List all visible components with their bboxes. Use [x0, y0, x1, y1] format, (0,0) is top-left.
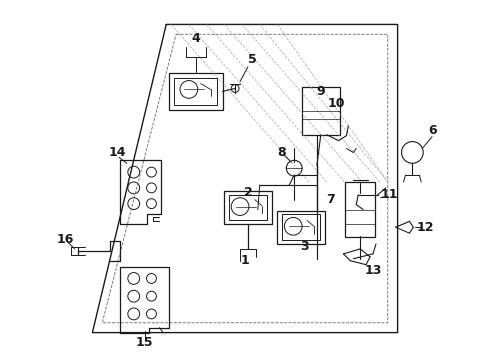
Bar	[169, 73, 223, 110]
Text: 10: 10	[328, 97, 345, 110]
Bar	[282, 215, 320, 240]
Text: 5: 5	[247, 53, 256, 66]
Text: 11: 11	[381, 188, 398, 201]
Bar	[302, 87, 340, 135]
Text: 3: 3	[300, 240, 308, 253]
Bar	[229, 195, 267, 220]
Text: 16: 16	[56, 233, 74, 246]
Bar	[277, 211, 325, 244]
Text: 14: 14	[108, 146, 126, 159]
Text: 8: 8	[277, 146, 286, 159]
Text: 13: 13	[364, 264, 382, 277]
Bar	[224, 191, 271, 224]
Text: 7: 7	[326, 193, 335, 206]
Text: 2: 2	[244, 186, 252, 199]
Text: 1: 1	[241, 254, 249, 267]
Bar	[174, 78, 218, 105]
Text: 9: 9	[317, 85, 325, 98]
Text: 15: 15	[136, 336, 153, 349]
Bar	[345, 183, 375, 237]
Text: 4: 4	[192, 32, 200, 45]
Text: 12: 12	[416, 221, 434, 234]
Text: 6: 6	[428, 124, 437, 137]
